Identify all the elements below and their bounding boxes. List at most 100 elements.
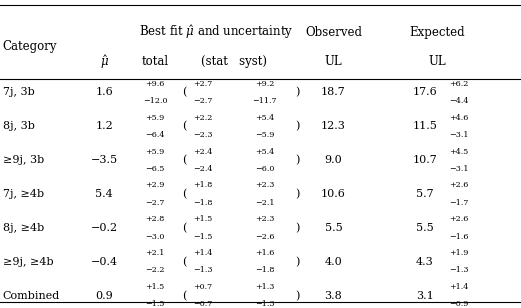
Text: Expected: Expected <box>410 26 465 39</box>
Text: +1.5: +1.5 <box>194 215 213 223</box>
Text: +1.4: +1.4 <box>449 283 468 291</box>
Text: +2.7: +2.7 <box>194 80 213 88</box>
Text: +2.4: +2.4 <box>193 148 213 156</box>
Text: −4.4: −4.4 <box>449 97 468 105</box>
Text: +1.6: +1.6 <box>255 249 275 257</box>
Text: +2.1: +2.1 <box>145 249 165 257</box>
Text: total: total <box>142 55 169 68</box>
Text: −6.0: −6.0 <box>255 165 275 173</box>
Text: ≥9j, ≥4b: ≥9j, ≥4b <box>3 257 53 267</box>
Text: Best fit $\hat{\mu}$ and uncertainty: Best fit $\hat{\mu}$ and uncertainty <box>139 23 293 41</box>
Text: +4.6: +4.6 <box>449 114 468 122</box>
Text: ): ) <box>295 155 299 165</box>
Text: +2.8: +2.8 <box>146 215 165 223</box>
Text: $\hat{\mu}$: $\hat{\mu}$ <box>100 53 109 71</box>
Text: −2.6: −2.6 <box>255 233 275 241</box>
Text: −6.4: −6.4 <box>145 131 165 139</box>
Text: Combined: Combined <box>3 291 60 301</box>
Text: 9.0: 9.0 <box>325 155 342 165</box>
Text: (: ( <box>182 121 186 132</box>
Text: ): ) <box>295 257 299 267</box>
Text: (: ( <box>182 290 186 301</box>
Text: −2.4: −2.4 <box>193 165 213 173</box>
Text: (: ( <box>182 257 186 267</box>
Text: −1.3: −1.3 <box>255 300 275 308</box>
Text: −2.2: −2.2 <box>145 266 165 274</box>
Text: 4.3: 4.3 <box>416 257 433 267</box>
Text: (: ( <box>182 189 186 199</box>
Text: ): ) <box>295 189 299 199</box>
Text: ≥9j, 3b: ≥9j, 3b <box>3 155 44 165</box>
Text: 0.9: 0.9 <box>95 291 113 301</box>
Text: 3.8: 3.8 <box>325 291 342 301</box>
Text: 4.0: 4.0 <box>325 257 342 267</box>
Text: −2.3: −2.3 <box>193 131 213 139</box>
Text: +1.9: +1.9 <box>449 249 468 257</box>
Text: UL: UL <box>325 55 342 68</box>
Text: 5.5: 5.5 <box>416 223 433 233</box>
Text: −1.3: −1.3 <box>193 266 213 274</box>
Text: −2.7: −2.7 <box>145 199 165 207</box>
Text: 5.7: 5.7 <box>416 189 433 199</box>
Text: +2.6: +2.6 <box>449 181 468 189</box>
Text: +1.4: +1.4 <box>193 249 213 257</box>
Text: (: ( <box>182 87 186 98</box>
Text: 17.6: 17.6 <box>412 87 437 97</box>
Text: ): ) <box>295 121 299 132</box>
Text: ): ) <box>295 87 299 98</box>
Text: 1.6: 1.6 <box>95 87 113 97</box>
Text: 12.3: 12.3 <box>321 121 346 131</box>
Text: Observed: Observed <box>305 26 362 39</box>
Text: 5.4: 5.4 <box>95 189 113 199</box>
Text: −0.2: −0.2 <box>91 223 118 233</box>
Text: +2.2: +2.2 <box>193 114 213 122</box>
Text: −12.0: −12.0 <box>143 97 168 105</box>
Text: ): ) <box>295 290 299 301</box>
Text: −3.1: −3.1 <box>449 131 468 139</box>
Text: −2.7: −2.7 <box>193 97 213 105</box>
Text: +5.9: +5.9 <box>146 148 165 156</box>
Text: +9.6: +9.6 <box>145 80 165 88</box>
Text: +5.4: +5.4 <box>255 148 274 156</box>
Text: −2.1: −2.1 <box>255 199 275 207</box>
Text: Category: Category <box>3 40 57 54</box>
Text: −0.7: −0.7 <box>194 300 213 308</box>
Text: −1.3: −1.3 <box>449 266 468 274</box>
Text: −3.0: −3.0 <box>145 233 165 241</box>
Text: UL: UL <box>429 55 446 68</box>
Text: ): ) <box>295 223 299 233</box>
Text: −0.4: −0.4 <box>91 257 118 267</box>
Text: +1.8: +1.8 <box>194 181 213 189</box>
Text: +2.3: +2.3 <box>255 215 275 223</box>
Text: −6.5: −6.5 <box>145 165 165 173</box>
Text: 7j, 3b: 7j, 3b <box>3 87 34 97</box>
Text: +1.5: +1.5 <box>146 283 165 291</box>
Text: (stat   syst): (stat syst) <box>202 55 267 68</box>
Text: −11.7: −11.7 <box>252 97 277 105</box>
Text: 1.2: 1.2 <box>95 121 113 131</box>
Text: +5.4: +5.4 <box>255 114 274 122</box>
Text: 10.6: 10.6 <box>321 189 346 199</box>
Text: 3.1: 3.1 <box>416 291 433 301</box>
Text: −5.9: −5.9 <box>255 131 275 139</box>
Text: +1.3: +1.3 <box>255 283 275 291</box>
Text: +6.2: +6.2 <box>449 80 468 88</box>
Text: +0.7: +0.7 <box>194 283 213 291</box>
Text: −0.9: −0.9 <box>449 300 468 308</box>
Text: 18.7: 18.7 <box>321 87 346 97</box>
Text: 8j, 3b: 8j, 3b <box>3 121 34 131</box>
Text: −1.5: −1.5 <box>145 300 165 308</box>
Text: 7j, ≥4b: 7j, ≥4b <box>3 189 44 199</box>
Text: −1.8: −1.8 <box>255 266 275 274</box>
Text: +4.5: +4.5 <box>449 148 468 156</box>
Text: −1.5: −1.5 <box>193 233 213 241</box>
Text: −1.6: −1.6 <box>449 233 468 241</box>
Text: 11.5: 11.5 <box>412 121 437 131</box>
Text: −1.7: −1.7 <box>449 199 468 207</box>
Text: 5.5: 5.5 <box>325 223 342 233</box>
Text: (: ( <box>182 223 186 233</box>
Text: +9.2: +9.2 <box>255 80 275 88</box>
Text: 8j, ≥4b: 8j, ≥4b <box>3 223 44 233</box>
Text: +2.6: +2.6 <box>449 215 468 223</box>
Text: (: ( <box>182 155 186 165</box>
